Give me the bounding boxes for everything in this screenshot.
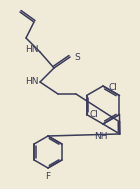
Text: HN: HN bbox=[25, 44, 39, 53]
Text: HN: HN bbox=[25, 77, 39, 87]
Text: F: F bbox=[46, 172, 51, 181]
Text: NH: NH bbox=[94, 132, 107, 141]
Text: Cl: Cl bbox=[109, 84, 117, 92]
Text: Cl: Cl bbox=[90, 110, 98, 119]
Text: S: S bbox=[74, 53, 80, 61]
